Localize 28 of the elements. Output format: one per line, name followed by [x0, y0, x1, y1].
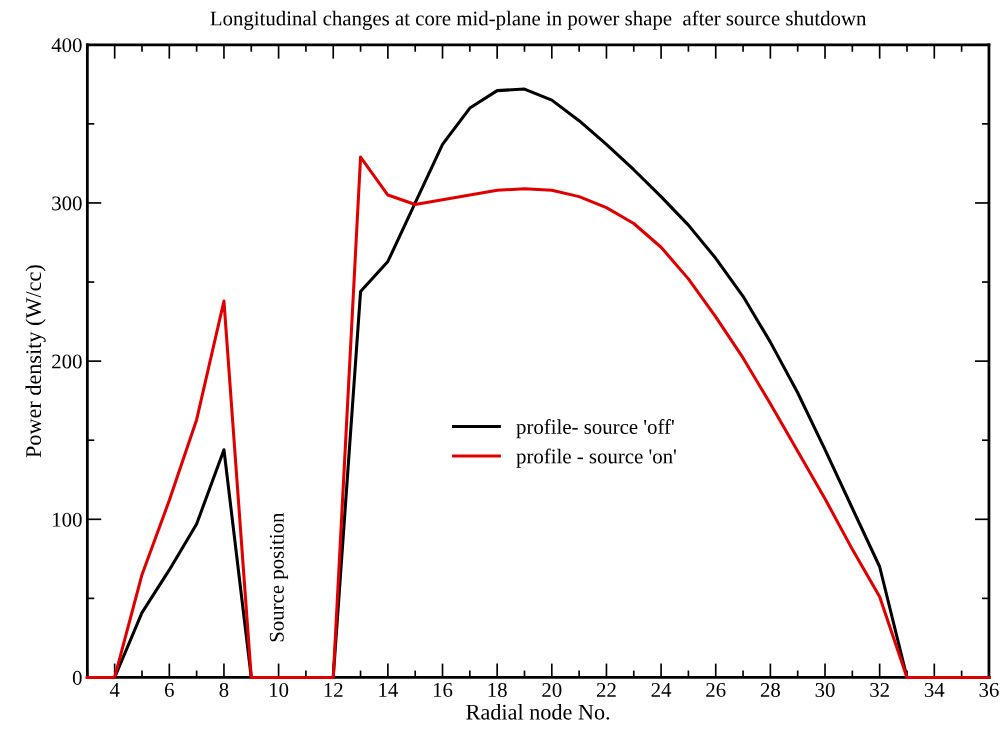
x-tick-label: 12 — [324, 683, 343, 697]
x-tick-label: 18 — [488, 682, 507, 697]
x-tick-label: 6 — [165, 683, 174, 697]
x-axis-title: Radial node No. — [466, 704, 610, 720]
y-axis-title: Power density (W/cc) — [25, 265, 46, 458]
x-tick-label: 28 — [760, 682, 780, 697]
x-tick-label: 4 — [109, 683, 120, 697]
chart-title: Longitudinal changes at core mid-plane in power shape after source shutdown — [210, 10, 867, 30]
x-tick-label: 34 — [924, 683, 945, 697]
x-tick-label: 24 — [651, 683, 672, 697]
annotation: Source position — [269, 512, 289, 642]
legend-label: profile- source 'off' — [516, 419, 674, 439]
y-tick-label: 300 — [52, 196, 82, 211]
x-tick-label: 8 — [219, 682, 229, 697]
x-tick-label: 14 — [379, 683, 398, 697]
legend-label: profile - source 'on' — [516, 448, 676, 468]
y-tick-label: 0 — [72, 670, 82, 685]
x-tick-label: 30 — [815, 682, 835, 697]
y-tick-label: 400 — [51, 38, 82, 53]
y-tick-label: 200 — [52, 354, 82, 369]
x-tick-label: 22 — [596, 683, 616, 697]
x-tick-label: 16 — [433, 683, 453, 697]
x-tick-label: 26 — [706, 683, 726, 697]
x-tick-label: 20 — [542, 682, 562, 697]
x-tick-label: 36 — [979, 683, 999, 697]
x-tick-label: 10 — [270, 682, 289, 697]
y-tick-label: 100 — [53, 512, 82, 527]
x-tick-label: 32 — [870, 683, 889, 697]
